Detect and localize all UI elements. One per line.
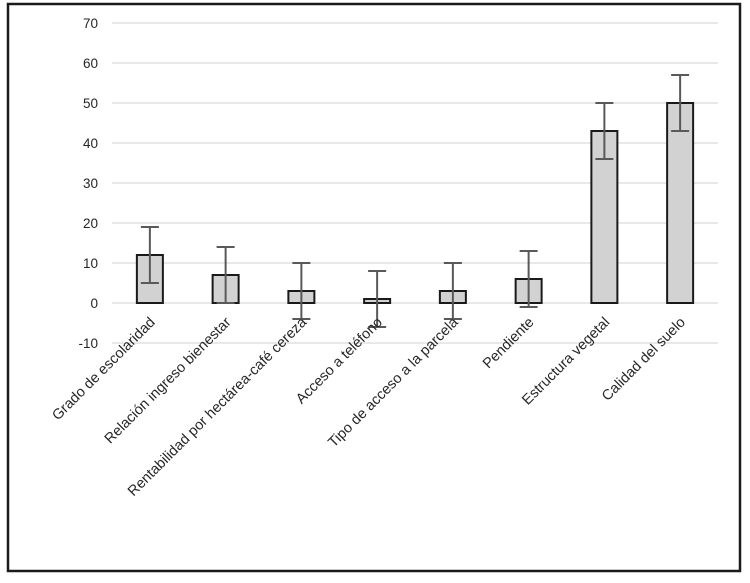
y-tick-label: 10: [83, 256, 98, 271]
y-tick-label: 50: [83, 96, 98, 111]
y-tick-label: 30: [83, 176, 98, 191]
y-tick-label: 40: [83, 136, 98, 151]
y-tick-label: 70: [83, 16, 98, 31]
y-tick-label: 20: [83, 216, 98, 231]
figure-border: [6, 2, 742, 573]
bar: [666, 102, 695, 304]
y-tick-label: -10: [78, 336, 98, 351]
y-tick-label: 60: [83, 56, 98, 71]
y-tick-label: 0: [90, 296, 98, 311]
